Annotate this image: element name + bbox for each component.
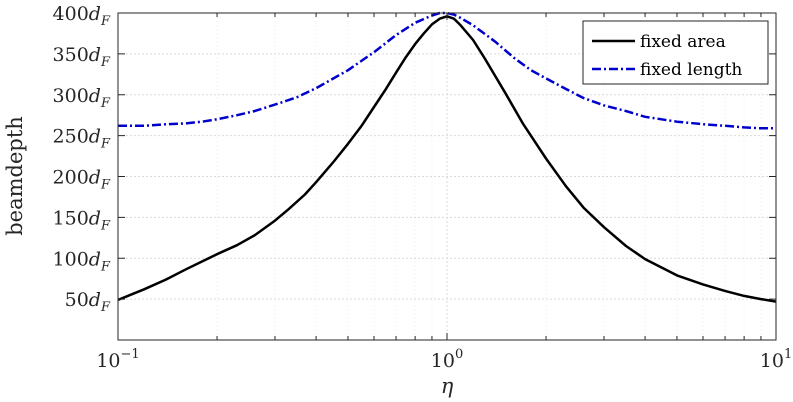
y-tick-label: 200dF [53, 167, 111, 193]
series-line-fixed-area [117, 15, 777, 303]
y-tick-label: 250dF [53, 126, 111, 152]
legend-label-fixed-area: fixed area [640, 32, 726, 52]
y-tick-label: 150dF [53, 207, 111, 233]
y-axis-label: beamdepth [3, 116, 27, 236]
y-tick-label: 400dF [53, 3, 111, 29]
series-layer [117, 11, 777, 303]
tick-labels: 10−1 100 101 50dF 100dF 150dF 200dF 250dF 300dF 3… [53, 3, 793, 372]
y-tick-label: 100dF [53, 248, 111, 274]
legend-box [582, 20, 769, 85]
y-tick-label: 350dF [53, 44, 111, 70]
x-tick-label: 10−1 [96, 347, 139, 372]
grid-lines [118, 13, 776, 340]
axis-ticks [117, 12, 777, 340]
legend-label-fixed-length: fixed length [640, 60, 742, 80]
series-line-fixed-length [118, 11, 776, 130]
y-tick-label: 50dF [65, 289, 111, 315]
legend: fixed area fixed length [582, 20, 769, 85]
x-tick-label: 100 [431, 347, 463, 372]
x-axis-label: η [441, 374, 454, 398]
x-tick-label: 101 [760, 347, 792, 372]
y-tick-label: 300dF [53, 85, 111, 111]
